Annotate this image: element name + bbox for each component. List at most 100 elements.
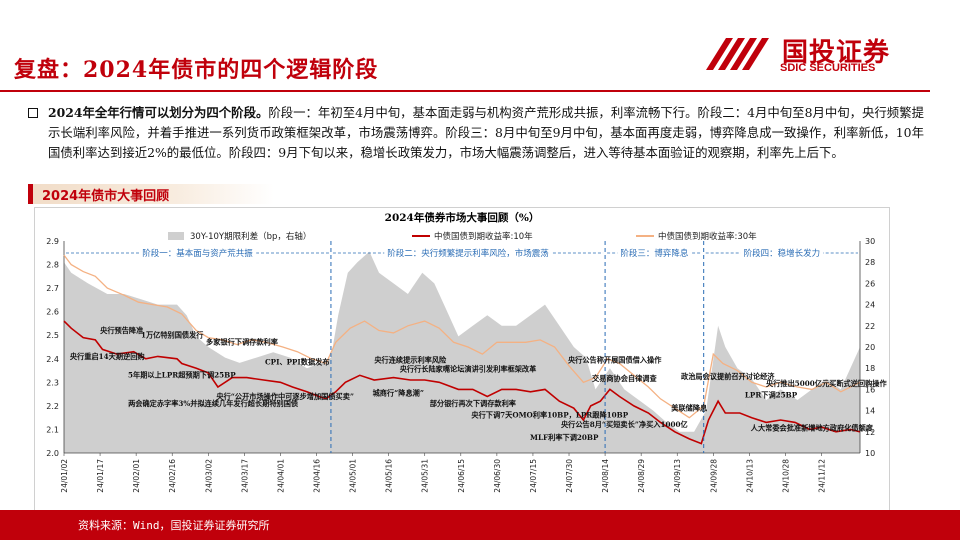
phase-label: 阶段二：央行频繁提示利率风险，市场震荡 [387, 248, 549, 259]
legend-label: 30Y-10Y期限利差（bp，右轴） [190, 231, 311, 242]
x-tick-label: 24/04/16 [313, 459, 322, 493]
event-annotation: 央行公告8月“买短卖长”净买入1000亿 [561, 420, 688, 429]
x-tick-label: 24/03/17 [240, 459, 249, 493]
right-tick-label: 30 [865, 237, 875, 246]
section-label-text: 2024年债市大事回顾 [42, 189, 170, 204]
logo-cn-text: 国投证券 [782, 38, 891, 68]
event-annotation: 1万亿特别国债发行 [141, 331, 204, 340]
event-annotation: CPI、PPI数据发布 [265, 358, 330, 367]
x-tick-label: 24/01/02 [60, 459, 69, 493]
x-tick-label: 24/04/01 [276, 459, 285, 493]
event-annotation: 两会确定赤字率3%并拟连续几年发行超长期特别国债 [128, 399, 299, 408]
x-tick-label: 24/06/15 [457, 459, 466, 493]
event-annotation: 政治局会议提前召开讨论经济 [681, 372, 775, 381]
plot-area: 2.0 2.1 2.2 2.3 2.4 2.5 2.6 2.7 2.8 2.9 10 12 14 16 18… [46, 237, 887, 493]
section-label: 2024年债市大事回顾 [28, 184, 274, 204]
x-tick-label: 24/07/30 [565, 459, 574, 493]
x-tick-label: 24/02/01 [132, 459, 141, 493]
x-tick-label: 24/05/01 [349, 459, 358, 493]
event-annotation: 央行行长陆家嘴论坛演讲引发利率框架改革 [400, 365, 537, 374]
logo-stripes-icon [706, 38, 769, 70]
right-tick-label: 12 [865, 428, 875, 437]
x-tick-label: 24/10/13 [745, 459, 754, 493]
phase-label: 阶段四：稳增长发力 [744, 248, 821, 259]
x-tick-label: 24/05/31 [421, 459, 430, 493]
x-tick-label: 24/01/17 [96, 459, 105, 493]
left-tick-label: 2.6 [46, 308, 59, 317]
left-tick-label: 2.1 [46, 425, 59, 434]
x-tick-label: 24/10/28 [781, 459, 790, 493]
phase-label: 阶段一：基本面与资产荒共振 [142, 248, 253, 259]
x-tick-label: 24/05/16 [385, 459, 394, 493]
left-tick-label: 2.7 [46, 284, 59, 293]
event-annotation: 央行预告降准 [100, 326, 143, 335]
event-annotation: 城商行“降息潮” [373, 388, 424, 397]
x-tick-label: 24/06/30 [493, 459, 502, 493]
right-tick-label: 18 [865, 364, 875, 373]
chart-legend: 30Y-10Y期限利差（bp，右轴） 中债国债到期收益率:10年 中债国债到期收益率… [168, 231, 757, 242]
phase-label-bg [740, 247, 824, 260]
event-annotation: 部分银行再次下调存款利率 [430, 399, 516, 408]
summary-body: 阶段一：年初至4月中旬，基本面走弱与机构资产荒形成共振，利率流畅下行。阶段二：4… [48, 105, 924, 160]
phase-label-bg [617, 247, 692, 260]
event-annotation: LPR下调25BP [745, 391, 798, 400]
summary-paragraph: 2024年全年行情可以划分为四个阶段。阶段一：年初至4月中旬，基本面走弱与机构资… [48, 103, 924, 163]
left-tick-label: 2.9 [46, 237, 59, 246]
left-tick-label: 2.5 [46, 331, 59, 340]
bullet-square-icon [28, 108, 38, 118]
right-tick-label: 20 [865, 343, 875, 352]
left-tick-label: 2.3 [46, 378, 59, 387]
x-tick-label: 24/08/29 [637, 459, 646, 493]
bond-events-chart: 2024年债券市场大事回顾（%） 30Y-10Y期限利差（bp，右轴） 中债国债到… [34, 207, 890, 511]
left-tick-label: 2.4 [46, 355, 59, 364]
x-tick-label: 24/09/28 [709, 459, 718, 493]
event-annotation: 交易商协会自律调查 [592, 374, 658, 383]
left-tick-label: 2.2 [46, 402, 59, 411]
x-tick-label: 24/02/16 [168, 459, 177, 493]
event-annotation: MLF利率下调20BP [530, 433, 599, 442]
legend-label: 中债国债到期收益率:30年 [658, 231, 757, 242]
event-annotation: 央行重启14天期逆回购 [70, 352, 145, 361]
phase-label: 阶段三：博弈降息 [620, 248, 689, 259]
right-tick-label: 16 [865, 385, 875, 394]
left-tick-label: 2.8 [46, 261, 59, 270]
right-tick-label: 14 [865, 407, 875, 416]
yield-10y-line [63, 320, 861, 445]
footer-bar [0, 510, 960, 540]
x-tick-label: 24/03/02 [204, 459, 213, 493]
event-annotation: 央行下调7天OMO利率10BP，LPR跟降10BP [471, 411, 628, 420]
legend-label: 中债国债到期收益率:10年 [434, 231, 533, 242]
title-divider [0, 90, 930, 92]
x-tick-label: 24/11/12 [818, 459, 827, 493]
event-annotation: 多家银行下调存款利率 [206, 338, 278, 347]
source-note: 资料来源：Wind，国投证券证券研究所 [78, 519, 270, 532]
event-annotation: 央行推出5000亿元买断式逆回购操作 [766, 379, 887, 388]
section-mark [28, 184, 33, 204]
spread-area [64, 251, 860, 453]
left-tick-label: 2.0 [46, 449, 59, 458]
yield-30y-line [63, 254, 861, 419]
chart-container: 2024年债券市场大事回顾（%） 30Y-10Y期限利差（bp，右轴） 中债国债到… [34, 207, 890, 511]
event-annotation: 央行“公开市场操作中可逐步增加国债买卖” [216, 392, 354, 401]
right-tick-label: 24 [865, 301, 875, 310]
summary-lead: 2024年全年行情可以划分为四个阶段。 [48, 105, 269, 120]
logo: 国投证券 SDIC SECURITIES [702, 34, 912, 74]
right-tick-label: 22 [865, 322, 875, 331]
x-tick-label: 24/09/13 [673, 459, 682, 493]
event-annotation: 央行连续提示利率风险 [374, 355, 447, 364]
page-title: 复盘：2024年债市的四个逻辑阶段 [14, 57, 379, 83]
logo-en-text: SDIC SECURITIES [780, 62, 876, 74]
event-annotation: 人大常委会批准新增地方政府化债额度 [751, 424, 874, 433]
phase-label-bg [384, 247, 553, 260]
right-tick-label: 28 [865, 258, 875, 267]
phase-label-bg [139, 247, 257, 260]
event-annotation: 央行公告称开展国债借入操作 [568, 355, 662, 364]
event-annotation: 5年期以上LPR超预期下调25BP [128, 371, 236, 380]
x-tick-label: 24/07/15 [529, 459, 538, 493]
legend-swatch-spread [168, 232, 184, 240]
event-annotation: 美联储降息 [670, 404, 707, 413]
x-tick-label: 24/08/14 [601, 459, 610, 493]
right-tick-label: 26 [865, 279, 875, 288]
chart-title: 2024年债券市场大事回顾（%） [385, 211, 540, 224]
right-tick-label: 10 [865, 449, 875, 458]
